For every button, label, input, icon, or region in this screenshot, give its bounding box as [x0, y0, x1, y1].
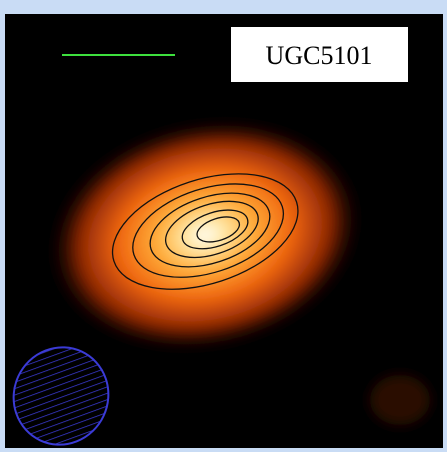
page: UGC5101 (() => { const data = JSON.parse…	[0, 0, 447, 452]
image-panel: UGC5101	[0, 0, 447, 452]
faint-emission	[370, 375, 430, 425]
source-label: UGC5101	[266, 41, 373, 70]
